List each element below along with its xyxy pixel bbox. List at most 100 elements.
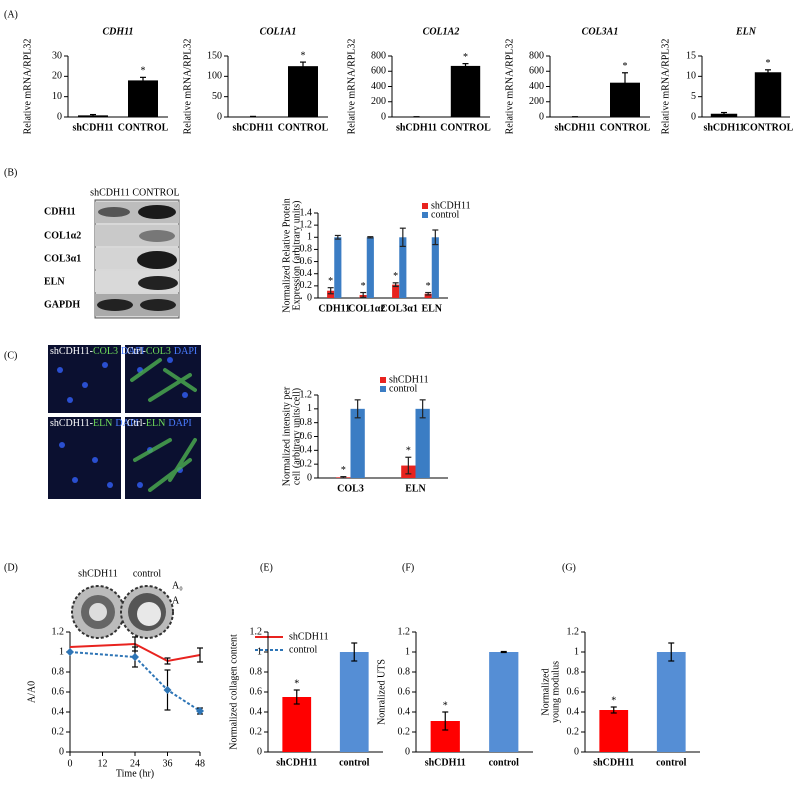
y-tick-label: 1.2 <box>250 626 263 637</box>
bar <box>288 66 318 117</box>
caption-part: ELN <box>93 418 112 429</box>
y-tick-label: 0.8 <box>398 666 411 677</box>
y-tick-label: 0.6 <box>52 686 65 697</box>
y-tick-label: 15 <box>686 50 696 61</box>
bar <box>334 237 342 298</box>
caption-part: DAPI <box>121 346 144 357</box>
x-tick-label: CONTROL <box>743 122 794 133</box>
significance-star: * <box>141 66 146 77</box>
bar <box>415 408 430 478</box>
x-tick-label: shCDH11 <box>593 757 634 768</box>
caption-part: COL3 <box>93 346 118 357</box>
y-tick-label: 0.2 <box>567 726 580 737</box>
bar <box>450 65 481 117</box>
y-tick-label: 0.2 <box>398 726 411 737</box>
y-tick-label: 0.6 <box>300 256 313 267</box>
marker <box>196 707 204 715</box>
y-tick-label: 1.2 <box>567 626 580 637</box>
y-axis-label: Normalized Relative Protein <box>281 198 292 312</box>
bar <box>128 80 158 117</box>
x-tick-label: shCDH11 <box>276 757 317 768</box>
y-axis-label: Relative mRNA/RPL32 <box>346 39 357 135</box>
y-axis-label: Normalized intensity per <box>281 386 292 486</box>
y-tick-label: 600 <box>371 66 386 77</box>
bar <box>327 290 335 298</box>
y-tick-label: 200 <box>529 96 544 107</box>
y-axis-label: Normalized collagen content <box>228 634 239 750</box>
y-tick-label: 10 <box>686 71 696 82</box>
y-tick-label: 10 <box>52 91 62 102</box>
y-axis-label: Relative mRNA/RPL32 <box>22 39 33 135</box>
legend-swatch <box>380 377 386 383</box>
x-tick-label: 24 <box>130 758 140 769</box>
y-tick-label: 0 <box>257 746 262 757</box>
x-tick-label: CDH11 <box>318 303 350 314</box>
caption-part: DAPI <box>174 346 197 357</box>
panel-label: (E) <box>260 562 273 573</box>
y-tick-label: 0.4 <box>52 706 65 717</box>
x-tick-label: shCDH11 <box>396 122 437 133</box>
y-axis-label: A/A0 <box>26 681 37 703</box>
micrograph-caption: Ctrl-COL3 DAPI <box>127 346 197 357</box>
legend-swatch <box>422 212 428 218</box>
y-tick-label: 1.2 <box>300 389 313 400</box>
y-tick-label: 20 <box>52 71 62 82</box>
x-tick-label: COL3 <box>337 483 364 494</box>
significance-star: * <box>611 695 616 706</box>
y-tick-label: 200 <box>371 96 386 107</box>
caption-part: COL3 <box>146 346 171 357</box>
caption-part: DAPI <box>168 418 191 429</box>
blot-row: CDH11 <box>44 206 76 217</box>
significance-star: * <box>463 52 468 63</box>
micrograph-caption: Ctrl-ELN DAPI <box>127 418 192 429</box>
y-tick-label: 100 <box>207 71 222 82</box>
y-tick-label: 1.2 <box>300 219 313 230</box>
y-tick-label: 1 <box>307 403 312 414</box>
legend-label: control <box>431 209 460 220</box>
x-tick-label: 48 <box>195 758 205 769</box>
x-tick-label: CONTROL <box>440 122 491 133</box>
caption-part: DAPI <box>115 418 138 429</box>
culture-discs <box>71 585 174 639</box>
y-tick-label: 0.2 <box>250 726 263 737</box>
x-axis-label: Time (hr) <box>116 768 154 779</box>
y-tick-label: 1.2 <box>52 626 65 637</box>
micrograph-caption: shCDH11-COL3 DAPI <box>50 346 144 357</box>
y-tick-label: 0.8 <box>300 244 313 255</box>
blot-row: COL1α2 <box>44 230 81 241</box>
significance-star: * <box>623 61 628 72</box>
y-tick-label: 0 <box>381 111 386 122</box>
y-axis-label: Normalized <box>540 668 551 715</box>
panel-label: (A) <box>4 9 18 20</box>
y-tick-label: 0.4 <box>567 706 580 717</box>
y-tick-label: 1.4 <box>300 207 313 218</box>
caption-part: Ctrl- <box>127 418 146 429</box>
x-tick-label: control <box>339 757 370 768</box>
blot-column: shCDH11 <box>90 187 130 198</box>
y-tick-label: 1 <box>307 232 312 243</box>
y-tick-label: 0.2 <box>52 726 65 737</box>
bar <box>366 237 374 298</box>
y-tick-label: 0.8 <box>300 417 313 428</box>
x-tick-label: shCDH11 <box>425 757 466 768</box>
y-tick-label: 0 <box>307 292 312 303</box>
y-tick-label: 0.6 <box>567 686 580 697</box>
bar <box>282 697 312 752</box>
x-tick-label: shCDH11 <box>554 122 595 133</box>
blot-row: ELN <box>44 276 65 287</box>
bar <box>339 652 369 752</box>
y-tick-label: 0.6 <box>300 431 313 442</box>
caption-part: ELN <box>146 418 165 429</box>
x-tick-label: control <box>489 757 520 768</box>
x-tick-label: 36 <box>163 758 173 769</box>
y-axis-label: Relative mRNA/RPL32 <box>660 39 671 135</box>
bar <box>489 652 519 752</box>
significance-star: * <box>328 276 333 287</box>
panel-label: (D) <box>4 562 18 573</box>
chart-title: COL3A1 <box>582 26 619 37</box>
legend-label: shCDH11 <box>289 631 329 642</box>
y-tick-label: 0 <box>539 111 544 122</box>
significance-star: * <box>341 465 346 476</box>
x-tick-label: ELN <box>405 483 426 494</box>
y-tick-label: 0.4 <box>250 706 263 717</box>
